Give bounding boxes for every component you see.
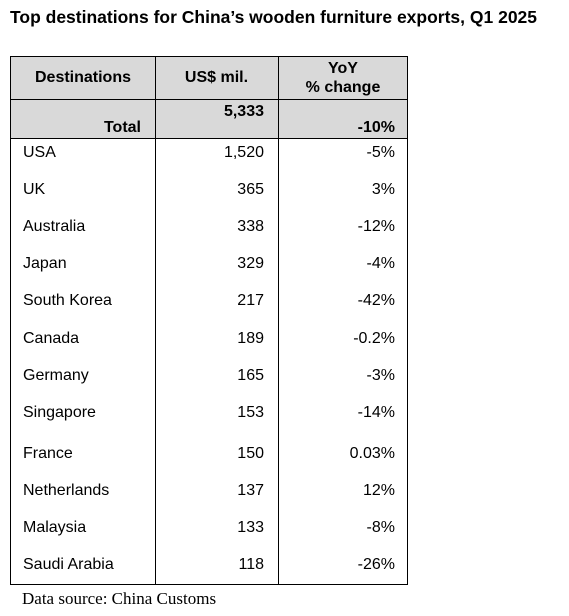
export-value: 365 <box>237 181 264 199</box>
total-label: Total <box>103 119 141 136</box>
title: Top destinations for China’s wooden furn… <box>10 7 538 27</box>
yoy-change: -12% <box>357 218 395 236</box>
total-change: -10% <box>357 119 395 136</box>
destination: Canada <box>23 329 80 347</box>
destination: South Korea <box>23 292 112 310</box>
destination: UK <box>23 181 46 199</box>
column-divider <box>278 57 279 584</box>
header-background <box>11 57 407 139</box>
export-value: 133 <box>237 519 264 536</box>
destination: Malaysia <box>23 519 87 536</box>
yoy-change: -26% <box>357 556 395 574</box>
export-value: 137 <box>237 481 264 499</box>
header-cell: Destinations <box>34 69 131 86</box>
yoy-change: -0.2% <box>353 329 395 347</box>
yoy-change: -14% <box>357 403 395 421</box>
destination: Japan <box>23 255 67 273</box>
total-divider <box>11 138 407 139</box>
export-value: 153 <box>237 403 264 421</box>
destination: Netherlands <box>23 481 110 499</box>
yoy-change: 3% <box>371 181 395 199</box>
header-divider <box>11 99 407 100</box>
yoy-change: -8% <box>366 519 395 536</box>
header-cell: US$ mil. <box>184 69 249 86</box>
total-value: 5,333 <box>223 103 264 120</box>
export-value: 1,520 <box>223 144 264 161</box>
yoy-change: -3% <box>366 366 395 384</box>
header-cell: YoY % change <box>305 60 381 96</box>
export-value: 118 <box>238 556 264 574</box>
yoy-change: -4% <box>366 255 395 273</box>
yoy-change: 0.03% <box>349 444 395 462</box>
destination: Saudi Arabia <box>23 556 114 574</box>
export-value: 150 <box>237 444 264 462</box>
destination: France <box>23 444 73 462</box>
export-value: 165 <box>237 366 264 384</box>
column-divider <box>155 57 156 584</box>
destination: Australia <box>23 218 86 236</box>
yoy-change: 12% <box>362 481 395 499</box>
table: Destinations US$ mil. YoY % change Total 5,3… <box>10 56 408 585</box>
destination: USA <box>23 144 56 161</box>
yoy-change: -5% <box>366 144 395 161</box>
yoy-change: -42% <box>357 292 395 310</box>
source-note: Data source: China Customs <box>22 589 217 608</box>
destination: Germany <box>23 366 89 384</box>
export-value: 338 <box>237 218 264 236</box>
export-value: 329 <box>237 255 264 273</box>
destination: Singapore <box>23 403 96 421</box>
export-value: 217 <box>237 292 264 310</box>
export-value: 189 <box>237 329 264 347</box>
